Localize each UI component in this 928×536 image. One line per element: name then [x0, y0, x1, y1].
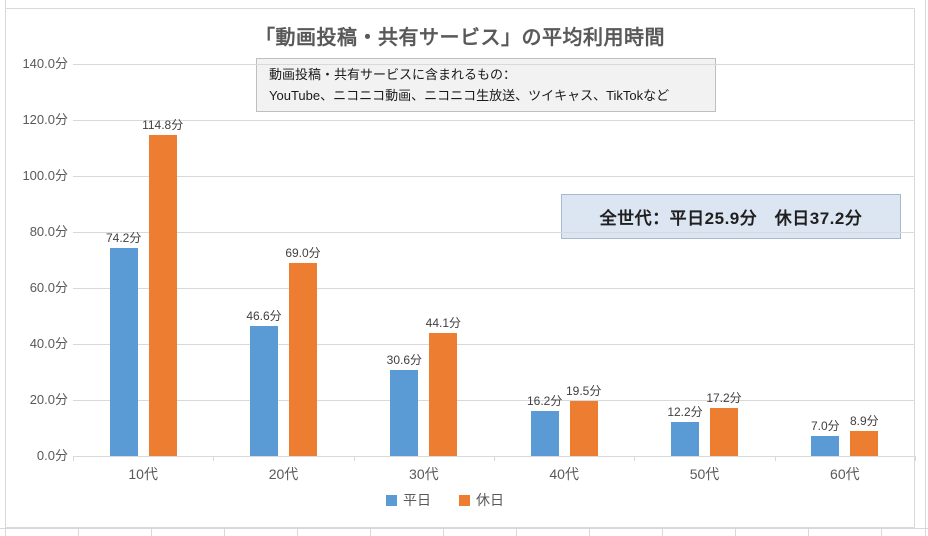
- y-axis-tick-label: 60.0分: [29, 280, 68, 295]
- sheet-column-tick: [297, 528, 298, 536]
- x-axis-tick: [634, 456, 636, 461]
- definition-note-line2: YouTube、ニコニコ動画、ニコニコ生放送、ツイキャス、TikTokなど: [269, 88, 670, 103]
- definition-note-line1: 動画投稿・共有サービスに含まれるもの：: [269, 67, 517, 82]
- data-label-weekday-50代: 12.2分: [667, 404, 703, 419]
- x-axis-tick: [774, 456, 776, 461]
- chart-title[interactable]: 「動画投稿・共有サービス」の平均利用時間: [255, 27, 665, 49]
- y-axis-tick-label: 0.0分: [36, 448, 68, 463]
- gridline: [73, 344, 915, 345]
- data-label-holiday-30代: 44.1分: [425, 315, 462, 330]
- overall-average-box[interactable]: 全世代：平日25.9分 休日37.2分: [561, 194, 901, 239]
- bar-weekday-50代[interactable]: [671, 421, 699, 456]
- y-axis-tick-label: 40.0分: [29, 336, 68, 351]
- data-label-holiday-50代: 17.2分: [706, 390, 742, 405]
- legend[interactable]: 平日 休日: [6, 491, 884, 509]
- legend-label-weekday: 平日: [403, 492, 431, 508]
- sheet-column-tick: [881, 528, 882, 536]
- data-label-weekday-20代: 46.6分: [246, 308, 282, 323]
- gridline: [73, 120, 915, 121]
- definition-note-box[interactable]: 動画投稿・共有サービスに含まれるもの： YouTube、ニコニコ動画、ニコニコ生…: [256, 58, 716, 112]
- x-axis-tick: [213, 456, 215, 461]
- bar-holiday-10代[interactable]: [148, 134, 177, 456]
- data-label-weekday-30代: 30.6分: [386, 353, 423, 368]
- chart-area[interactable]: 「動画投稿・共有サービス」の平均利用時間 動画投稿・共有サービスに含まれるもの：…: [5, 8, 916, 528]
- sheet-column-tick: [516, 528, 517, 536]
- overall-average-text: 全世代：平日25.9分 休日37.2分: [599, 209, 863, 228]
- sheet-gridline-bottom: [0, 528, 928, 529]
- gridline: [73, 400, 915, 401]
- y-axis-tick-label: 80.0分: [29, 224, 68, 239]
- bar-holiday-40代[interactable]: [569, 401, 598, 456]
- sheet-column-tick: [5, 528, 6, 536]
- y-axis-tick-label: 140.0分: [22, 56, 68, 71]
- legend-swatch-weekday: [386, 494, 397, 506]
- sheet-column-tick: [662, 528, 663, 536]
- x-axis-label-20代: 20代: [268, 466, 299, 482]
- data-label-holiday-60代: 8.9分: [849, 414, 879, 429]
- x-axis-label-10代: 10代: [128, 466, 158, 482]
- data-label-weekday-40代: 16.2分: [526, 393, 563, 408]
- bar-weekday-40代[interactable]: [530, 410, 559, 456]
- y-axis-tick-label: 120.0分: [22, 112, 68, 127]
- sheet-column-tick: [370, 528, 371, 536]
- data-label-holiday-40代: 19.5分: [565, 384, 602, 399]
- x-axis-label-40代: 40代: [549, 466, 579, 482]
- gridline: [73, 232, 915, 233]
- sheet-gridline-right: [925, 0, 926, 536]
- gridline: [73, 64, 915, 65]
- sheet-column-tick: [808, 528, 809, 536]
- bar-holiday-20代[interactable]: [289, 262, 317, 456]
- sheet-column-tick: [735, 528, 736, 536]
- bar-weekday-10代[interactable]: [109, 248, 138, 456]
- sheet-column-tick: [224, 528, 225, 536]
- bar-weekday-30代[interactable]: [390, 370, 419, 456]
- x-axis-label-50代: 50代: [689, 466, 720, 482]
- data-label-weekday-60代: 7.0分: [810, 419, 840, 434]
- data-label-holiday-20代: 69.0分: [285, 245, 321, 260]
- legend-item-weekday[interactable]: 平日: [386, 490, 431, 510]
- gridline: [73, 176, 915, 177]
- x-axis-tick: [494, 456, 495, 461]
- gridline: [73, 288, 915, 289]
- x-axis-label-30代: 30代: [409, 466, 439, 482]
- sheet-column-tick: [443, 528, 444, 536]
- y-axis-tick-label: 20.0分: [29, 392, 68, 407]
- sheet-gridline-left: [5, 0, 6, 10]
- y-axis-tick-label: 100.0分: [22, 168, 68, 183]
- bar-holiday-60代[interactable]: [850, 431, 879, 456]
- x-axis-tick: [353, 456, 355, 461]
- data-label-holiday-10代: 114.8分: [142, 117, 184, 132]
- bar-holiday-50代[interactable]: [710, 407, 738, 456]
- sheet-column-tick: [589, 528, 590, 536]
- sheet-column-tick: [151, 528, 152, 536]
- x-axis-tick: [73, 456, 74, 461]
- data-label-weekday-10代: 74.2分: [105, 231, 142, 246]
- bar-holiday-30代[interactable]: [429, 332, 458, 456]
- bar-weekday-60代[interactable]: [811, 436, 840, 456]
- bar-weekday-20代[interactable]: [250, 325, 278, 456]
- legend-swatch-holiday: [459, 494, 470, 506]
- sheet-column-tick: [78, 528, 79, 536]
- legend-item-holiday[interactable]: 休日: [459, 490, 504, 510]
- x-axis-tick: [915, 456, 916, 461]
- legend-label-holiday: 休日: [476, 492, 504, 508]
- x-axis-label-60代: 60代: [830, 466, 860, 482]
